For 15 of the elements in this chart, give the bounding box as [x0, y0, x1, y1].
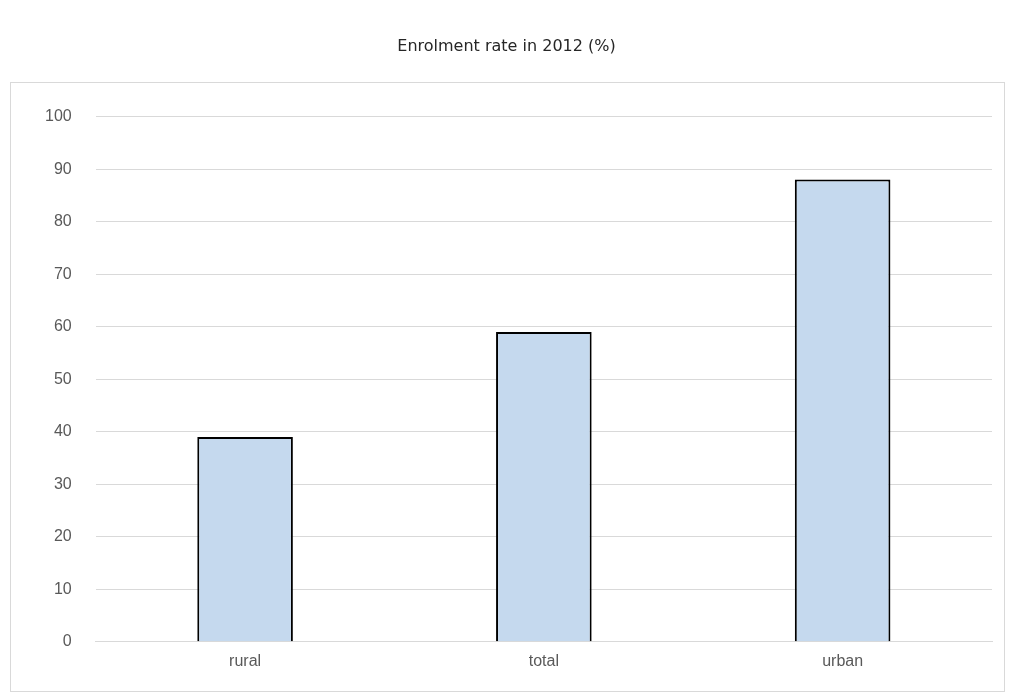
- y-tick-label: 20: [53, 527, 72, 545]
- chart-title: Enrolment rate in 2012 (%): [396, 36, 617, 55]
- y-tick-label: 40: [53, 422, 72, 440]
- y-tick-label: 100: [44, 107, 72, 125]
- y-tick-label: 10: [53, 579, 72, 597]
- y-tick-label: 60: [53, 317, 72, 335]
- y-tick-label: 0: [62, 632, 72, 650]
- x-tick-label: urban: [822, 651, 864, 669]
- y-tick-label: 90: [53, 159, 72, 177]
- y-tick-label: 70: [53, 264, 72, 282]
- y-tick-label: 50: [53, 369, 72, 387]
- x-tick-label: rural: [229, 651, 262, 669]
- y-tick-label: 30: [53, 474, 72, 492]
- x-tick-label: total: [528, 651, 559, 669]
- y-tick-label: 80: [53, 212, 72, 230]
